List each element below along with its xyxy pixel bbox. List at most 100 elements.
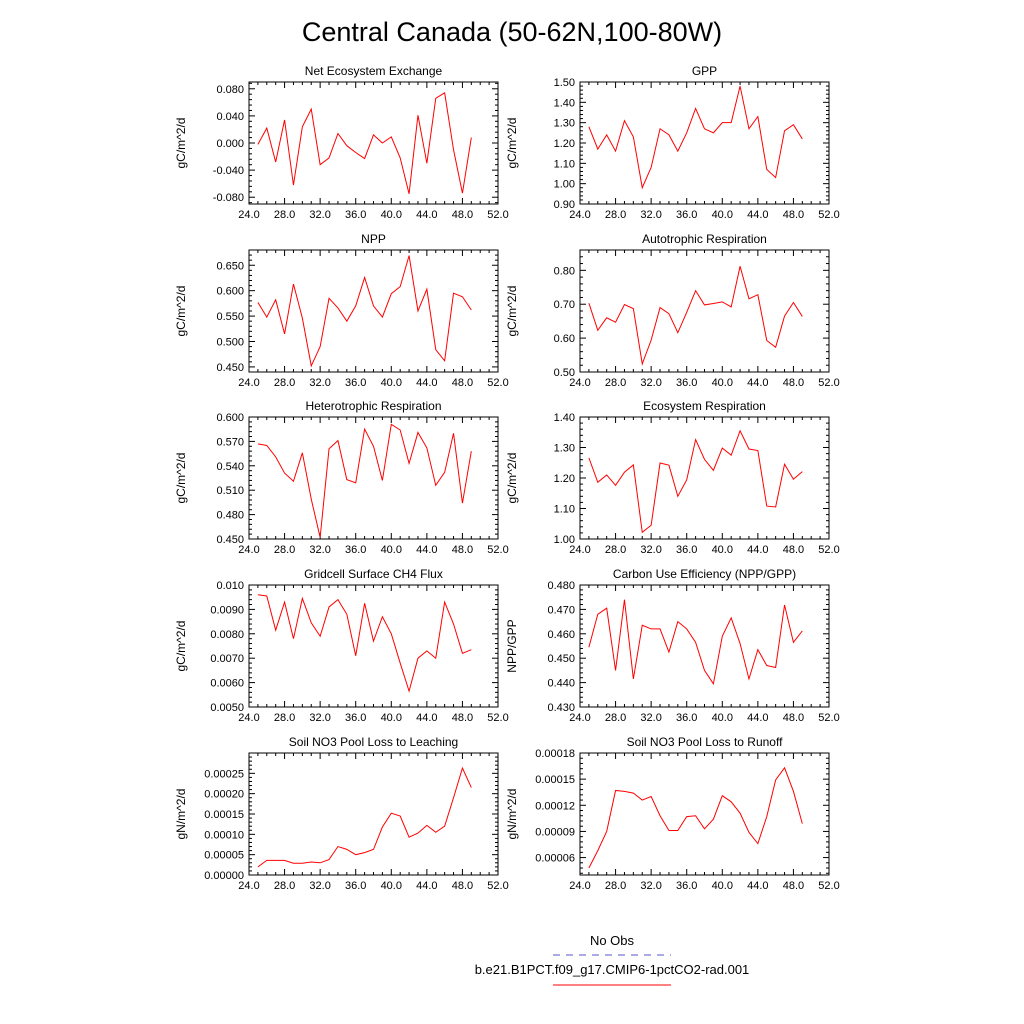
- y-tick-label: 1.20: [554, 473, 575, 485]
- panel-title: Heterotrophic Respiration: [305, 399, 441, 413]
- x-tick-label: 36.0: [676, 712, 697, 724]
- x-tick-label: 28.0: [274, 880, 295, 892]
- plot-frame: [579, 416, 830, 540]
- x-tick-label: 24.0: [238, 209, 259, 221]
- x-tick-label: 32.0: [309, 209, 330, 221]
- y-tick-label: 0.650: [216, 260, 244, 272]
- y-tick-label: 0.00025: [204, 768, 244, 780]
- x-tick-label: 40.0: [712, 544, 733, 556]
- y-axis-label: gC/m^2/d: [505, 118, 519, 169]
- x-tick-label: 44.0: [416, 209, 437, 221]
- x-tick-label: 48.0: [452, 880, 473, 892]
- x-tick-label: 40.0: [712, 712, 733, 724]
- y-tick-label: 1.30: [554, 118, 575, 130]
- y-tick-label: 0.0070: [210, 653, 244, 665]
- y-tick-label: 0.510: [216, 485, 244, 497]
- x-tick-label: 32.0: [309, 544, 330, 556]
- y-tick-label: -0.040: [213, 165, 244, 177]
- y-tick-label: 0.080: [216, 84, 244, 96]
- x-tick-label: 44.0: [416, 544, 437, 556]
- x-tick-label: 36.0: [345, 209, 366, 221]
- x-tick-label: 32.0: [640, 544, 661, 556]
- y-tick-label: 0.0090: [210, 604, 244, 616]
- plot-frame: [579, 752, 830, 876]
- x-tick-label: 48.0: [783, 712, 804, 724]
- panel-title: GPP: [692, 64, 717, 78]
- panel-title: Net Ecosystem Exchange: [305, 64, 443, 78]
- panel-title: Gridcell Surface CH4 Flux: [304, 567, 443, 581]
- y-tick-label: 0.470: [547, 604, 575, 616]
- series-line: [257, 255, 472, 368]
- plot-frame: [579, 81, 830, 205]
- chart-panel: Soil NO3 Pool Loss to Runoff gN/m^2/d 24.0…: [505, 735, 840, 892]
- y-tick-label: 0.00010: [204, 829, 244, 841]
- x-tick-label: 40.0: [712, 377, 733, 389]
- y-tick-label: 0.450: [216, 534, 244, 546]
- y-tick-label: 0.00015: [204, 809, 244, 821]
- chart-panel: Soil NO3 Pool Loss to Leaching gN/m^2/d 24…: [174, 735, 509, 892]
- chart-panel: GPP gC/m^2/d 24.0 28.0 32.0 36.0 40.0 44.0 48.0 5…: [505, 64, 840, 221]
- x-tick-label: 48.0: [783, 880, 804, 892]
- x-tick-label: 44.0: [747, 209, 768, 221]
- panel-title: Soil NO3 Pool Loss to Leaching: [289, 735, 458, 749]
- x-tick-label: 28.0: [605, 377, 626, 389]
- x-tick-label: 48.0: [452, 712, 473, 724]
- series-line: [588, 599, 803, 686]
- x-tick-label: 52.0: [487, 377, 508, 389]
- y-axis-label: gC/m^2/d: [174, 453, 188, 504]
- y-tick-label: 0.040: [216, 111, 244, 123]
- y-tick-label: 0.600: [216, 286, 244, 298]
- y-tick-label: 0.0050: [210, 702, 244, 714]
- legend-label-no-obs: No Obs: [590, 933, 635, 948]
- x-tick-label: 24.0: [569, 377, 590, 389]
- y-tick-label: 0.0060: [210, 678, 244, 690]
- x-tick-label: 40.0: [381, 377, 402, 389]
- x-tick-label: 28.0: [274, 377, 295, 389]
- y-tick-label: 1.20: [554, 138, 575, 150]
- y-tick-label: 0.010: [216, 580, 244, 592]
- x-tick-label: 32.0: [640, 209, 661, 221]
- x-tick-label: 44.0: [747, 544, 768, 556]
- x-tick-label: 52.0: [818, 712, 839, 724]
- x-tick-label: 28.0: [274, 712, 295, 724]
- y-tick-label: 1.30: [554, 443, 575, 455]
- y-tick-label: 0.000: [216, 138, 244, 150]
- y-tick-label: 0.480: [216, 510, 244, 522]
- chart-panel: Gridcell Surface CH4 Flux gC/m^2/d 24.0 28.…: [174, 567, 509, 724]
- panel-title: Soil NO3 Pool Loss to Runoff: [627, 735, 784, 749]
- x-tick-label: 44.0: [416, 377, 437, 389]
- y-axis-label: gC/m^2/d: [505, 453, 519, 504]
- panel-title: Carbon Use Efficiency (NPP/GPP): [613, 567, 796, 581]
- y-tick-label: 0.00005: [204, 850, 244, 862]
- y-tick-label: 0.0080: [210, 629, 244, 641]
- series-line: [257, 594, 472, 693]
- x-tick-label: 44.0: [416, 880, 437, 892]
- x-tick-label: 24.0: [238, 712, 259, 724]
- x-tick-label: 36.0: [345, 712, 366, 724]
- legend-label-model: b.e21.B1PCT.f09_g17.CMIP6-1pctCO2-rad.00…: [475, 962, 750, 977]
- panel-title: NPP: [361, 232, 386, 246]
- x-tick-label: 24.0: [238, 880, 259, 892]
- x-tick-label: 36.0: [676, 544, 697, 556]
- x-tick-label: 32.0: [309, 377, 330, 389]
- series-line: [588, 429, 803, 534]
- y-tick-label: 0.70: [554, 299, 575, 311]
- y-tick-label: 0.60: [554, 333, 575, 345]
- x-tick-label: 24.0: [569, 209, 590, 221]
- series-line: [257, 766, 472, 868]
- series-line: [588, 266, 803, 366]
- panel-title: Ecosystem Respiration: [643, 399, 766, 413]
- x-tick-label: 32.0: [640, 712, 661, 724]
- plot-frame: [579, 584, 830, 708]
- plot-frame: [248, 752, 499, 876]
- x-tick-label: 48.0: [452, 544, 473, 556]
- x-tick-label: 36.0: [345, 377, 366, 389]
- x-tick-label: 36.0: [676, 880, 697, 892]
- x-tick-label: 48.0: [452, 377, 473, 389]
- figure-title: Central Canada (50-62N,100-80W): [302, 17, 722, 47]
- plot-frame: [248, 416, 499, 540]
- y-tick-label: 1.40: [554, 412, 575, 424]
- x-tick-label: 44.0: [747, 880, 768, 892]
- x-tick-label: 24.0: [569, 880, 590, 892]
